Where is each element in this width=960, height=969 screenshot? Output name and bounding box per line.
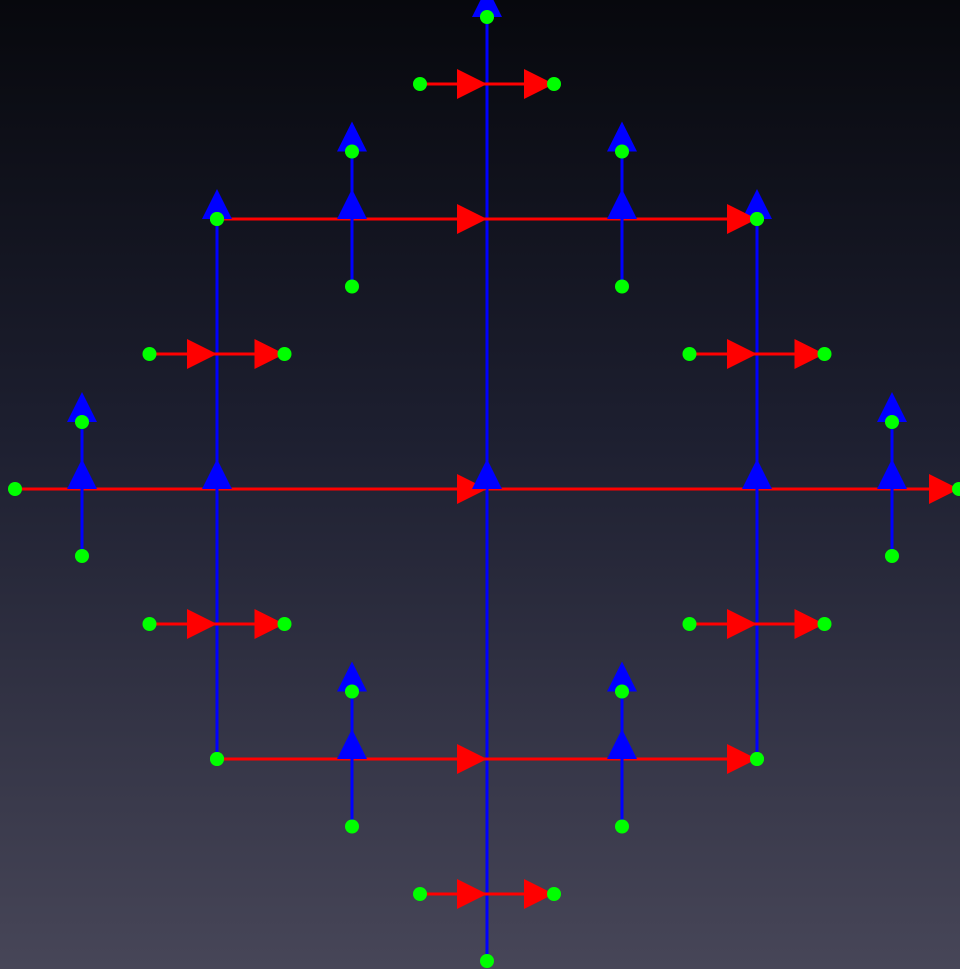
arrow-right-17	[727, 204, 757, 234]
leaf-node-22	[210, 752, 224, 766]
arrow-up-21	[607, 121, 637, 152]
arrow-up-25	[337, 661, 367, 692]
arrow-up-20	[607, 189, 637, 219]
arrow-right-32	[457, 69, 487, 99]
arrow-right-8	[187, 609, 217, 639]
arrow-up-26	[607, 729, 637, 759]
arrow-right-34	[457, 879, 487, 909]
leaf-node-14	[682, 617, 697, 631]
leaf-node-9	[277, 617, 292, 631]
arrow-up-4	[202, 459, 232, 489]
leaf-node-27	[615, 684, 629, 699]
arrow-up-30	[877, 459, 907, 489]
leaf-node-3	[480, 10, 494, 24]
arrow-right-33	[524, 69, 554, 99]
arrow-right-16	[457, 204, 487, 234]
leaf-node-26	[615, 819, 629, 834]
leaf-node-layer	[8, 10, 960, 968]
arrow-up-31	[877, 392, 907, 422]
leaf-node-15	[817, 617, 832, 631]
leaf-node-16	[210, 212, 224, 226]
leaf-node-21	[615, 144, 629, 159]
arrow-right-13	[794, 339, 825, 369]
arrow-up-18	[337, 189, 367, 219]
leaf-node-1	[952, 482, 960, 496]
leaf-node-35	[547, 887, 561, 901]
leaf-node-8	[142, 617, 157, 631]
leaf-node-34	[413, 887, 427, 901]
leaf-node-28	[75, 549, 89, 563]
arrow-up-2	[472, 459, 502, 489]
arrow-up-28	[67, 459, 97, 489]
leaf-node-23	[750, 752, 764, 766]
leaf-node-0	[8, 482, 22, 496]
arrow-up-5	[202, 189, 232, 219]
leaf-node-13	[817, 347, 832, 361]
arrow-right-9	[254, 609, 285, 639]
leaf-node-7	[277, 347, 292, 361]
arrow-right-14	[727, 609, 757, 639]
leaf-node-12	[682, 347, 697, 361]
leaf-node-25	[345, 684, 359, 699]
arrow-up-29	[67, 392, 97, 422]
arrow-up-3	[472, 0, 502, 17]
arrow-layer	[67, 0, 959, 909]
leaf-node-32	[413, 77, 427, 91]
leaf-node-17	[750, 212, 764, 226]
arrow-right-15	[794, 609, 825, 639]
arrow-right-35	[524, 879, 554, 909]
leaf-node-24	[345, 819, 359, 834]
leaf-node-18	[345, 279, 359, 294]
arrow-up-19	[337, 121, 367, 152]
arrow-up-10	[742, 459, 772, 489]
arrow-right-12	[727, 339, 757, 369]
arrow-right-1	[929, 474, 959, 504]
leaf-node-29	[75, 415, 89, 429]
arrow-up-24	[337, 729, 367, 759]
arrow-right-23	[727, 744, 757, 774]
arrow-up-27	[607, 661, 637, 692]
arrow-up-11	[742, 189, 772, 219]
arrow-right-7	[254, 339, 285, 369]
leaf-node-30	[885, 549, 899, 563]
leaf-node-20	[615, 279, 629, 294]
arrow-right-6	[187, 339, 217, 369]
leaf-node-2	[480, 954, 494, 968]
leaf-node-31	[885, 415, 899, 429]
arrow-right-22	[457, 744, 487, 774]
leaf-node-6	[142, 347, 157, 361]
leaf-node-33	[547, 77, 561, 91]
leaf-node-19	[345, 144, 359, 159]
